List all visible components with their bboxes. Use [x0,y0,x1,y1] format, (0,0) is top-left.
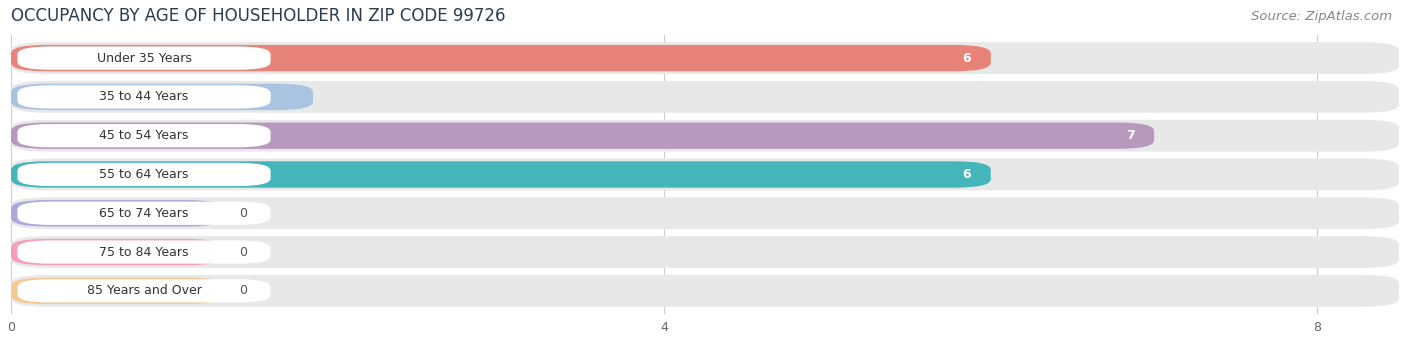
FancyBboxPatch shape [11,120,1399,152]
FancyBboxPatch shape [17,240,270,264]
Text: 0: 0 [239,246,247,258]
Text: OCCUPANCY BY AGE OF HOUSEHOLDER IN ZIP CODE 99726: OCCUPANCY BY AGE OF HOUSEHOLDER IN ZIP C… [11,7,505,25]
FancyBboxPatch shape [11,122,1154,149]
Text: 7: 7 [1126,129,1135,142]
Text: 85 Years and Over: 85 Years and Over [87,284,201,297]
FancyBboxPatch shape [11,197,1399,229]
FancyBboxPatch shape [17,124,270,147]
Text: 55 to 64 Years: 55 to 64 Years [100,168,188,181]
Text: 0: 0 [239,207,247,220]
Text: 6: 6 [963,51,972,64]
FancyBboxPatch shape [11,161,991,188]
Text: 65 to 74 Years: 65 to 74 Years [100,207,188,220]
FancyBboxPatch shape [11,278,224,304]
FancyBboxPatch shape [11,159,1399,190]
FancyBboxPatch shape [11,42,1399,74]
FancyBboxPatch shape [11,45,991,71]
Text: 35 to 44 Years: 35 to 44 Years [100,90,188,103]
FancyBboxPatch shape [11,81,1399,113]
Text: Under 35 Years: Under 35 Years [97,51,191,64]
Text: 0: 0 [239,284,247,297]
Text: 75 to 84 Years: 75 to 84 Years [100,246,188,258]
FancyBboxPatch shape [11,84,314,110]
Text: 1: 1 [146,90,155,103]
FancyBboxPatch shape [17,163,270,186]
FancyBboxPatch shape [17,46,270,70]
FancyBboxPatch shape [11,236,1399,268]
FancyBboxPatch shape [17,279,270,302]
Text: 6: 6 [963,168,972,181]
FancyBboxPatch shape [17,85,270,108]
FancyBboxPatch shape [11,239,224,265]
Text: 45 to 54 Years: 45 to 54 Years [100,129,188,142]
FancyBboxPatch shape [11,275,1399,307]
FancyBboxPatch shape [17,202,270,225]
FancyBboxPatch shape [11,200,224,226]
Text: Source: ZipAtlas.com: Source: ZipAtlas.com [1251,10,1392,23]
